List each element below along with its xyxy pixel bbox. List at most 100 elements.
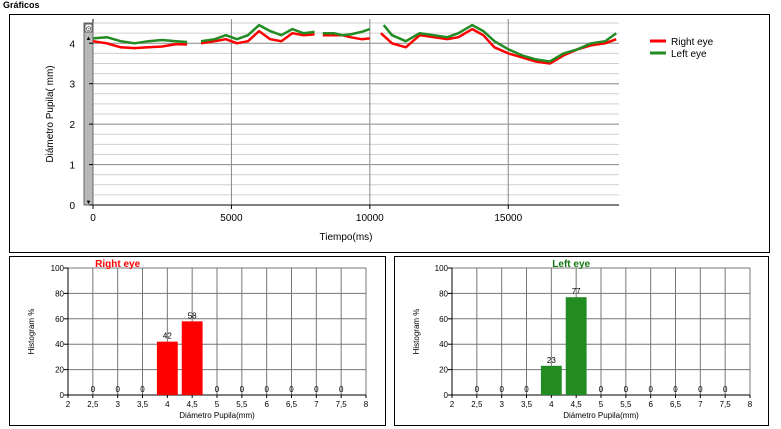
x-tick-label: 7,5 [720, 400, 732, 409]
x-tick-label: 5 [215, 400, 220, 409]
y-tick-label: 100 [51, 264, 65, 273]
right-eye-histogram-panel: 0 20 40 60 80 100 2 2,5 3 3,5 4 4,5 5 5,5 6 6,5 7 7,5 8 0 0 0… [9, 256, 386, 426]
x-tick-label: 2 [450, 400, 455, 409]
left-eye-histogram-panel: 0 20 40 60 80 100 2 2,5 3 3,5 4 4,5 5 5,5 6 6,5 7 7,5 8 0 0 0… [394, 256, 769, 426]
left-eye-line [92, 35, 188, 45]
x-tick-label: 4 [165, 400, 170, 409]
x-tick-label: 2,5 [87, 400, 99, 409]
x-tick-label: 3,5 [137, 400, 149, 409]
scroll-up-icon[interactable]: ▲ [86, 36, 92, 42]
bar-value-label: 0 [599, 385, 604, 394]
histogram-bar [156, 341, 178, 395]
bar-value-label: 0 [524, 385, 529, 394]
bar-value-label: 0 [264, 385, 269, 394]
y-axis-label: Histogram % [27, 309, 36, 355]
bar-value-label: 0 [240, 385, 245, 394]
y-tick-label: 0 [60, 391, 65, 400]
y-tick-label: 1 [69, 161, 75, 172]
x-axis-label: Diámetro Pupila(mm) [179, 411, 255, 420]
x-tick-label: 0 [90, 213, 96, 224]
y-tick-label: 40 [439, 340, 448, 349]
y-axis-label: Diámetro Pupila( mm) [45, 65, 56, 162]
bar-value-label: 0 [698, 385, 703, 394]
x-tick-label: 6 [648, 400, 653, 409]
y-tick-label: 20 [439, 366, 448, 375]
bar-value-label: 0 [289, 385, 294, 394]
left-eye-line [200, 23, 315, 43]
left-eye-line [322, 27, 371, 37]
x-tick-label: 4,5 [187, 400, 199, 409]
x-tick-label: 2 [66, 400, 71, 409]
y-tick-label: 0 [444, 391, 449, 400]
y-tick-label: 60 [439, 315, 448, 324]
bar-value-label: 0 [339, 385, 344, 394]
bar-value-label: 0 [499, 385, 504, 394]
bar-value-label: 0 [624, 385, 629, 394]
bar-value-label: 0 [314, 385, 319, 394]
x-tick-label: 7 [314, 400, 319, 409]
x-tick-label: 4,5 [571, 400, 583, 409]
histogram-bar [540, 365, 562, 395]
reset-icon[interactable]: ⊙ [86, 26, 92, 33]
bar-value-label: 0 [215, 385, 220, 394]
histogram-title: Right eye [95, 259, 140, 270]
x-tick-label: 4 [549, 400, 554, 409]
y-tick-label: 3 [69, 80, 75, 91]
x-tick-label: 2,5 [471, 400, 483, 409]
legend-label: Right eye [671, 37, 714, 48]
y-tick-label: 4 [69, 39, 75, 50]
y-tick-label: 80 [439, 289, 448, 298]
y-tick-label: 80 [55, 289, 64, 298]
x-tick-label: 10000 [356, 213, 384, 224]
x-tick-label: 5,5 [620, 400, 632, 409]
x-tick-label: 7,5 [336, 400, 348, 409]
x-tick-label: 5000 [220, 213, 243, 224]
x-tick-label: 7 [698, 400, 703, 409]
scroll-down-icon[interactable]: ▼ [86, 200, 92, 206]
time-series-chart: ⊙ ▲ ▼ 0 1 2 3 4 0 5000 10000 15000 Tiempo(ms) Diámetr… [45, 19, 714, 243]
x-tick-label: 6 [264, 400, 269, 409]
bar-value-label: 0 [91, 385, 96, 394]
bar-value-label: 58 [188, 311, 197, 320]
y-axis-label: Histogram % [412, 309, 421, 355]
y-tick-label: 40 [55, 340, 64, 349]
bar-value-label: 77 [572, 287, 581, 296]
histogram-title: Left eye [552, 259, 590, 270]
right-eye-line [92, 39, 188, 50]
y-scrollbar[interactable] [83, 22, 94, 206]
x-axis-label: Tiempo(ms) [320, 232, 373, 243]
x-tick-label: 15000 [494, 213, 522, 224]
right-eye-line [322, 33, 370, 41]
y-tick-label: 100 [435, 264, 449, 273]
x-tick-label: 8 [364, 400, 369, 409]
histogram-bar [565, 297, 587, 395]
x-axis-label: Diámetro Pupila(mm) [563, 411, 639, 420]
bar-value-label: 0 [475, 385, 480, 394]
bar-value-label: 0 [648, 385, 653, 394]
y-tick-label: 60 [55, 315, 64, 324]
y-tick-label: 2 [69, 120, 75, 131]
time-series-panel: ⊙ ▲ ▼ 0 1 2 3 4 0 5000 10000 15000 Tiempo(ms) Diámetr… [9, 14, 770, 253]
x-tick-label: 8 [748, 400, 753, 409]
x-tick-label: 6,5 [670, 400, 682, 409]
histogram-bar [181, 321, 203, 395]
scroll-reset-button[interactable] [84, 23, 93, 33]
bar-value-label: 0 [723, 385, 728, 394]
x-tick-label: 3,5 [521, 400, 533, 409]
y-tick-label: 0 [69, 201, 75, 212]
left-eye-line [382, 23, 617, 63]
y-tick-label: 20 [55, 366, 64, 375]
x-tick-label: 5 [599, 400, 604, 409]
x-tick-label: 3 [115, 400, 120, 409]
bar-value-label: 0 [140, 385, 145, 394]
bar-value-label: 0 [115, 385, 120, 394]
x-tick-label: 3 [499, 400, 504, 409]
x-tick-label: 5,5 [236, 400, 248, 409]
bar-value-label: 42 [163, 332, 172, 341]
bar-value-label: 0 [673, 385, 678, 394]
section-title: Gráficos [3, 0, 40, 10]
x-tick-label: 6,5 [286, 400, 298, 409]
bar-value-label: 23 [547, 356, 556, 365]
